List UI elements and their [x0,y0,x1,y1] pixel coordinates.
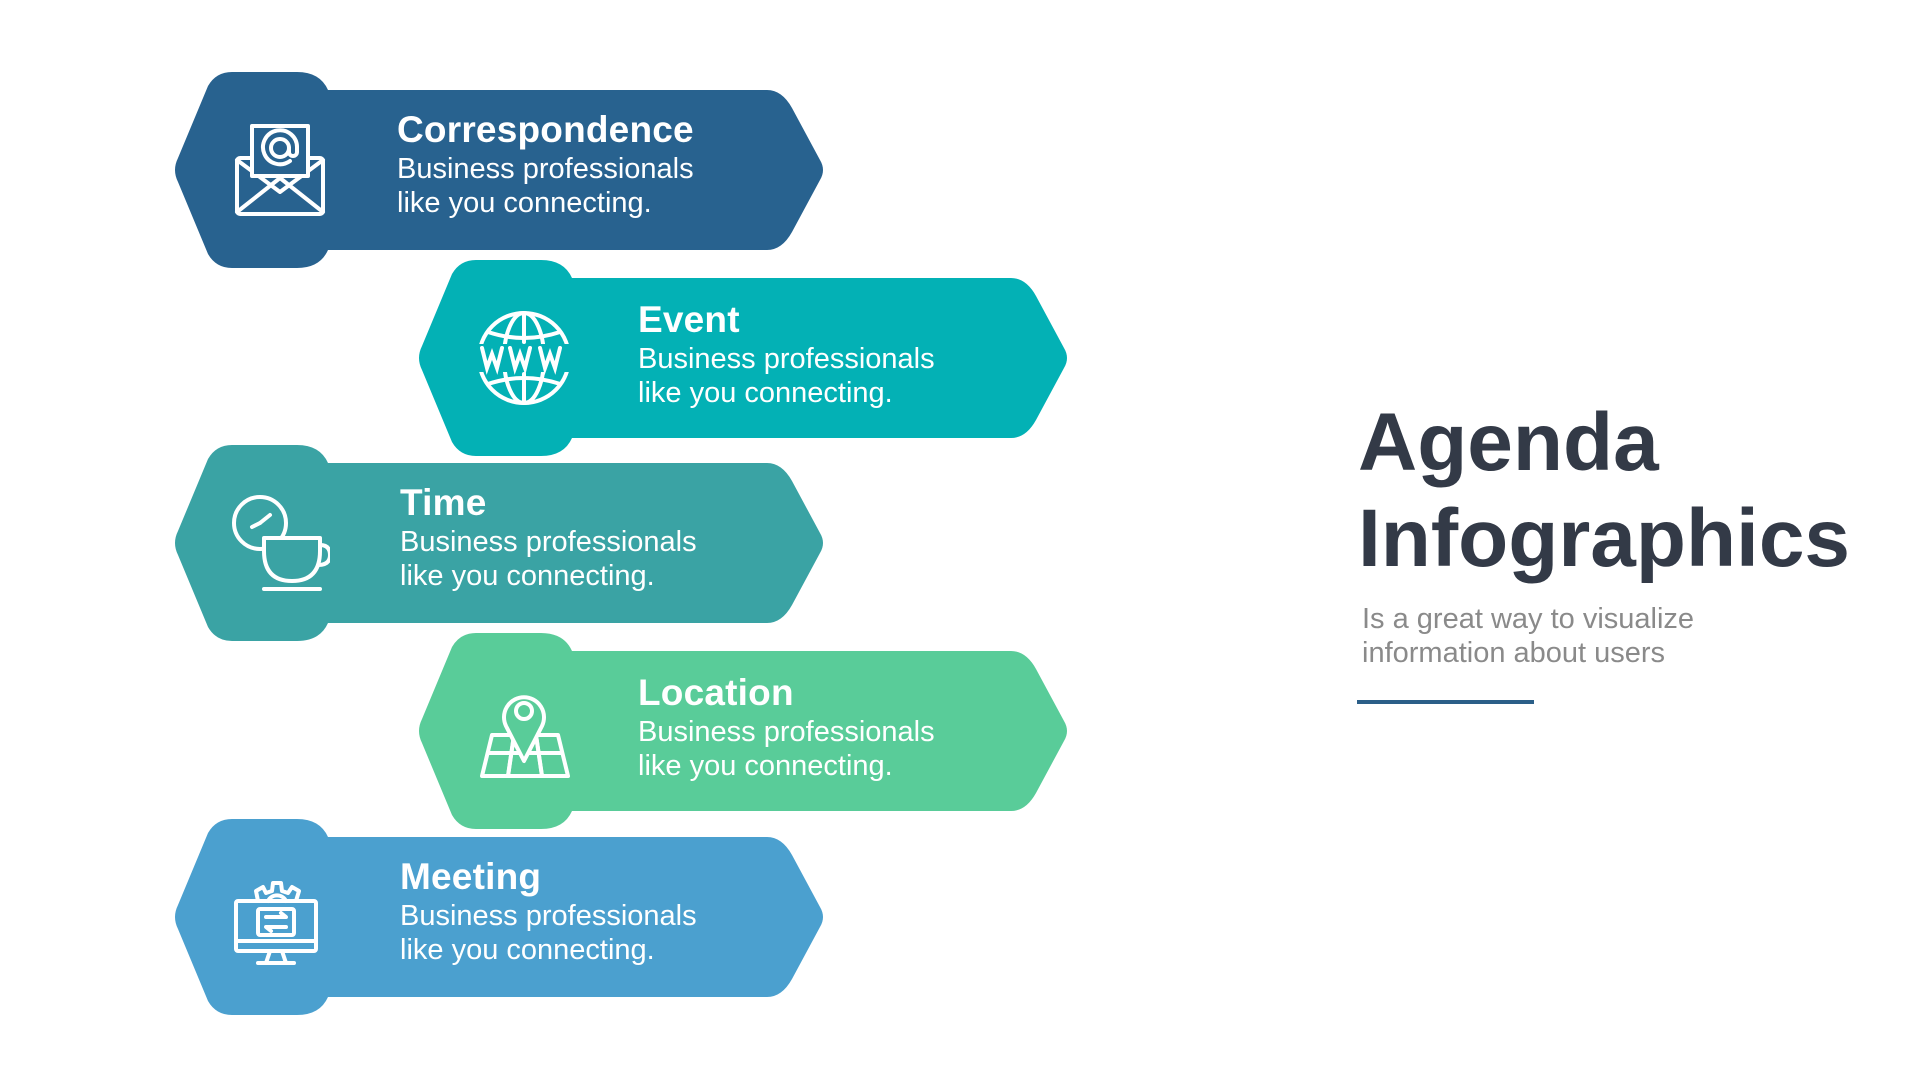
item-description: Business professionals like you connecti… [638,342,1038,410]
page-subtitle: Is a great way to visualize information … [1362,602,1782,670]
accent-divider [1357,700,1534,704]
agenda-item-event: Event Business professionals like you co… [416,258,1076,458]
agenda-item-time: Time Business professionals like you con… [172,443,832,643]
item-description: Business professionals like you connecti… [400,525,800,593]
agenda-item-location: Location Business professionals like you… [416,631,1076,831]
item-description-line: like you connecting. [400,934,655,966]
page-subtitle-line: Is a great way to visualize [1362,603,1695,635]
item-shape-path [175,72,823,268]
item-title: Location [638,672,794,713]
item-text: Correspondence Business professionals li… [397,108,797,220]
globe-www-icon [474,308,574,408]
item-shape [175,72,823,268]
item-description: Business professionals like you connecti… [400,899,800,967]
item-description: Business professionals like you connecti… [638,715,1038,783]
item-description-line: like you connecting. [638,377,893,409]
item-text: Time Business professionals like you con… [400,481,800,593]
item-description-line: like you connecting. [400,560,655,592]
item-shape [175,445,823,641]
item-title: Meeting [400,856,542,897]
item-description-line: Business professionals [400,900,697,932]
page-subtitle-line: information about users [1362,637,1666,669]
item-shape-path [175,819,823,1015]
item-shape [419,260,1067,456]
item-description-line: like you connecting. [638,750,893,782]
monitor-gear-icon [230,867,330,967]
item-text: Meeting Business professionals like you … [400,855,800,967]
clock-cup-icon [230,493,332,593]
item-description-line: like you connecting. [397,187,652,219]
item-shape-path [175,445,823,641]
item-text: Location Business professionals like you… [638,671,1038,783]
agenda-item-correspondence: Correspondence Business professionals li… [172,70,832,270]
item-text: Event Business professionals like you co… [638,298,1038,410]
page-title: Agenda Infographics [1358,395,1850,587]
envelope-at-icon [230,120,330,220]
item-shape-path [419,633,1067,829]
item-description-line: Business professionals [638,716,935,748]
agenda-item-meeting: Meeting Business professionals like you … [172,817,832,1017]
item-description: Business professionals like you connecti… [397,152,797,220]
page-title-line: Infographics [1358,493,1851,584]
item-shape [175,819,823,1015]
item-description-line: Business professionals [638,343,935,375]
item-description-line: Business professionals [397,153,694,185]
item-title: Correspondence [397,109,694,150]
page-title-line: Agenda [1358,397,1659,488]
item-shape [419,633,1067,829]
item-description-line: Business professionals [400,526,697,558]
item-title: Event [638,299,740,340]
item-title: Time [400,482,487,523]
item-shape-path [419,260,1067,456]
map-pin-icon [474,681,574,781]
